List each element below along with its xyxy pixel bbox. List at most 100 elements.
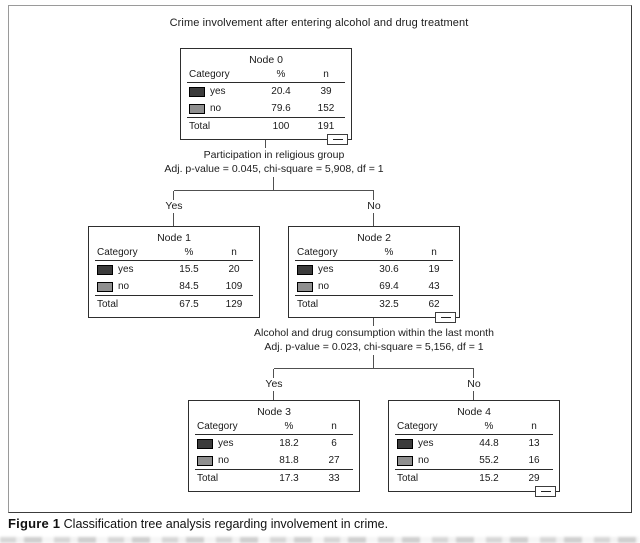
no-color-swatch — [189, 103, 205, 114]
no-color-swatch — [97, 281, 113, 292]
category-header: Category — [197, 421, 238, 432]
no-count: 27 — [328, 455, 340, 466]
category-header: Category — [97, 247, 138, 258]
no-count: 152 — [317, 103, 335, 114]
no-color-swatch — [197, 455, 213, 466]
node-row-total: Total 100 191 — [187, 117, 345, 134]
category-header: Category — [297, 247, 338, 258]
node-row-no: no 79.6 152 — [187, 100, 345, 117]
split-2-stats: Adj. p-value = 0.023, chi-square = 5,156… — [264, 340, 484, 353]
yes-color-swatch — [297, 264, 313, 275]
yes-label: yes — [118, 264, 134, 275]
collapse-toggle[interactable] — [435, 312, 456, 323]
n-header: n — [331, 421, 337, 432]
node-table-header: Category % n — [295, 245, 453, 261]
tree-node-2: Node 2 Category % n yes 30.6 19 no 69.4 … — [288, 226, 460, 323]
yes-count: 6 — [331, 438, 337, 449]
yes-percent: 18.2 — [279, 438, 299, 449]
branch-label-no-2: No — [467, 378, 481, 390]
total-label: Total — [297, 298, 319, 310]
node-row-total: Total 17.3 33 — [195, 469, 353, 486]
total-percent: 67.5 — [179, 298, 199, 310]
node-table-header: Category % n — [395, 419, 553, 435]
connector-split1-left-lower — [173, 213, 174, 226]
node-table-header: Category % n — [195, 419, 353, 435]
node-row-total: Total 15.2 29 — [395, 469, 553, 486]
yes-count: 13 — [528, 438, 540, 449]
minus-icon — [332, 139, 343, 140]
yes-label: yes — [318, 264, 334, 275]
total-count: 29 — [528, 472, 540, 484]
node-row-total: Total 32.5 62 — [295, 295, 453, 312]
yes-color-swatch — [189, 86, 205, 97]
branch-label-no-1: No — [367, 200, 381, 212]
figure-caption: Figure 1 Classification tree analysis re… — [8, 516, 388, 531]
no-count: 43 — [428, 281, 440, 292]
collapse-toggle[interactable] — [327, 134, 348, 145]
connector-split2-crossbar — [274, 368, 474, 369]
no-percent: 55.2 — [479, 455, 499, 466]
no-percent: 84.5 — [179, 281, 199, 292]
total-percent: 32.5 — [379, 298, 399, 310]
total-percent: 15.2 — [479, 472, 499, 484]
yes-label: yes — [218, 438, 234, 449]
node-row-yes: yes 20.4 39 — [187, 83, 345, 100]
yes-count: 39 — [320, 86, 332, 97]
yes-count: 20 — [228, 264, 240, 275]
node-table-header: Category % n — [95, 245, 253, 261]
node-row-no: no 55.2 16 — [395, 452, 553, 469]
yes-color-swatch — [197, 438, 213, 449]
node-row-yes: yes 15.5 20 — [95, 261, 253, 278]
yes-color-swatch — [97, 264, 113, 275]
percent-header: % — [284, 421, 294, 432]
no-label: no — [218, 455, 230, 466]
no-percent: 79.6 — [271, 103, 291, 114]
yes-percent: 44.8 — [479, 438, 499, 449]
yes-count: 19 — [428, 264, 440, 275]
yes-color-swatch — [397, 438, 413, 449]
connector-split2-left-lower — [273, 391, 274, 400]
split-2-variable: Alcohol and drug consumption within the … — [254, 327, 494, 339]
percent-header: % — [276, 69, 286, 80]
tree-node-4: Node 4 Category % n yes 44.8 13 no 55.2 … — [388, 400, 560, 497]
node-0-title: Node 0 — [249, 54, 283, 66]
tree-node-1: Node 1 Category % n yes 15.5 20 no 84.5 … — [88, 226, 260, 318]
yes-percent: 30.6 — [379, 264, 399, 275]
connector-split1-left-upper — [173, 191, 174, 200]
minus-icon — [440, 317, 451, 318]
n-header: n — [431, 247, 437, 258]
yes-label: yes — [210, 86, 226, 97]
node-table-header: Category % n — [187, 67, 345, 83]
total-count: 62 — [428, 298, 440, 310]
tree-node-0: Node 0 Category % n yes 20.4 39 no 79.6 … — [180, 48, 352, 145]
connector-split2-left-upper — [273, 369, 274, 378]
n-header: n — [231, 247, 237, 258]
split-2-label: Alcohol and drug consumption within the … — [174, 327, 574, 354]
yes-label: yes — [418, 438, 434, 449]
no-count: 109 — [225, 281, 243, 292]
node-3-title: Node 3 — [257, 406, 291, 418]
no-label: no — [118, 281, 130, 292]
node-2-title: Node 2 — [357, 232, 391, 244]
collapse-toggle[interactable] — [535, 486, 556, 497]
yes-percent: 15.5 — [179, 264, 199, 275]
node-row-total: Total 67.5 129 — [95, 295, 253, 312]
connector-split1-right-upper — [373, 191, 374, 200]
connector-split2-stem — [373, 355, 374, 368]
no-color-swatch — [297, 281, 313, 292]
percent-header: % — [384, 247, 394, 258]
no-count: 16 — [528, 455, 540, 466]
yes-percent: 20.4 — [271, 86, 291, 97]
connector-node0-stem — [265, 140, 266, 148]
tree-node-3: Node 3 Category % n yes 18.2 6 no 81.8 2… — [188, 400, 360, 492]
figure-caption-text: Classification tree analysis regarding i… — [60, 517, 389, 531]
node-4-title: Node 4 — [457, 406, 491, 418]
no-label: no — [418, 455, 430, 466]
total-percent: 100 — [272, 120, 290, 132]
no-percent: 69.4 — [379, 281, 399, 292]
no-color-swatch — [397, 455, 413, 466]
no-label: no — [210, 103, 222, 114]
connector-split2-right-upper — [473, 369, 474, 378]
minus-icon — [540, 491, 551, 492]
node-row-yes: yes 30.6 19 — [295, 261, 453, 278]
